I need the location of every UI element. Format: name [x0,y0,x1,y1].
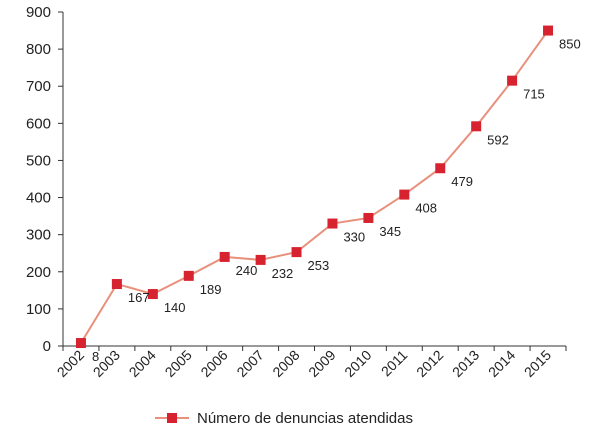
legend: Número de denuncias atendidas [155,410,413,427]
data-point [543,25,554,36]
x-tick-label: 2008 [269,347,302,380]
data-label: 715 [523,87,545,102]
data-point [147,289,158,300]
data-point [291,247,302,258]
data-label: 479 [451,174,473,189]
y-tick-label: 300 [26,227,51,244]
y-axis: 0 100 200 300 400 500 600 700 800 900 [26,4,64,355]
y-tick-label: 900 [26,4,51,21]
x-tick-label: 2014 [485,347,518,380]
y-tick-label: 400 [26,190,51,207]
data-point [327,218,338,229]
data-label: 408 [415,201,437,216]
x-axis: 2002 2003 2004 2005 2006 2007 2008 2009 2010 2011… [54,345,567,380]
data-point [219,251,230,262]
y-tick-label: 700 [26,78,51,95]
x-tick-label: 2005 [162,347,195,380]
series-line [80,29,549,344]
y-tick-label: 800 [26,41,51,58]
x-tick-label: 2006 [197,347,230,380]
x-tick-label: 2012 [413,347,446,380]
legend-marker-swatch [167,413,177,423]
x-tick-label: 2004 [126,347,159,380]
x-tick-label: 2002 [54,347,87,380]
data-label: 232 [272,266,294,281]
y-tick-label: 600 [26,115,51,132]
data-label: 8 [92,349,99,364]
y-tick-label: 100 [26,301,51,318]
x-tick-label: 2007 [233,347,266,380]
series-group [75,25,554,349]
data-label: 167 [128,290,150,305]
x-tick-label: 2010 [341,347,374,380]
legend-label: Número de denuncias atendidas [197,410,413,427]
data-point [399,189,410,200]
data-label: 330 [343,230,365,245]
data-label: 140 [164,300,186,315]
x-tick-label: 2009 [305,347,338,380]
data-labels: 8 167 140 189 240 232 253 330 345 408 479 592 715 850 [92,37,581,364]
data-point [75,338,86,349]
data-point [255,254,266,265]
data-point [435,163,446,174]
data-label: 189 [200,282,222,297]
data-point [111,279,122,290]
data-label: 253 [308,258,330,273]
y-tick-label: 200 [26,264,51,281]
y-tick-label: 500 [26,152,51,169]
data-point [183,270,194,281]
data-label: 592 [487,132,509,147]
x-tick-label: 2013 [449,347,482,380]
data-point [363,212,374,223]
data-label: 345 [379,224,401,239]
x-tick-label: 2011 [378,347,411,380]
data-point [471,121,482,132]
y-tick-label: 0 [43,338,51,355]
x-tick-label: 2015 [521,347,554,380]
data-label: 850 [559,37,581,52]
data-label: 240 [236,263,258,278]
data-point [507,75,518,86]
